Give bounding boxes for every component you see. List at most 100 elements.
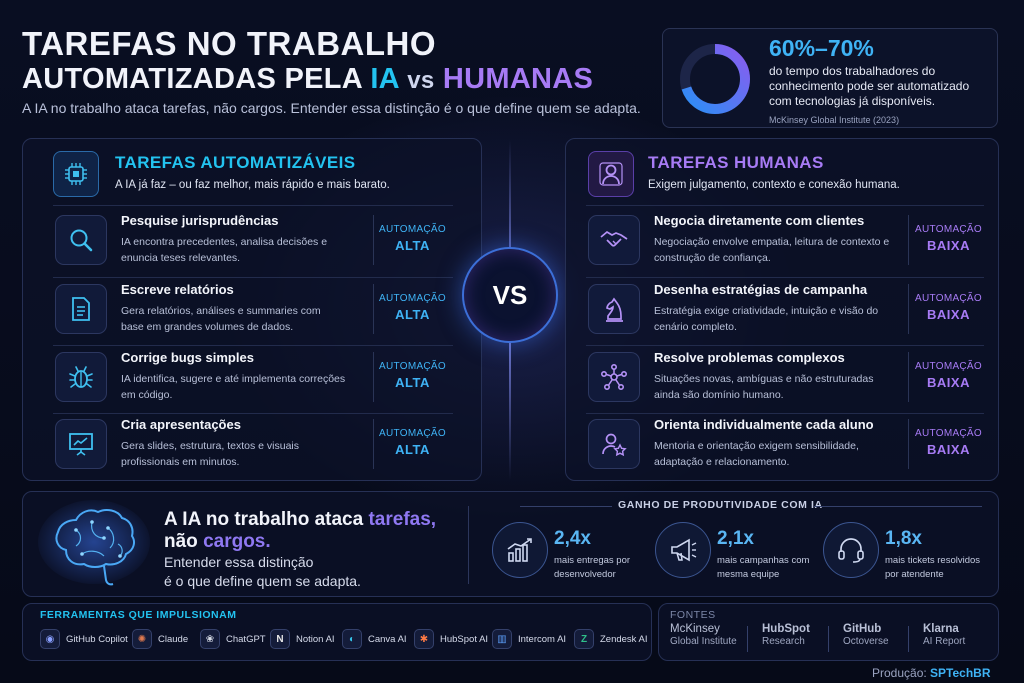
presentation-icon bbox=[55, 419, 107, 469]
task-desc: Negociação envolve empatia, leitura de c… bbox=[654, 236, 890, 264]
task-desc: IA identifica, sugere e até implementa c… bbox=[121, 373, 346, 401]
automation-level: AUTOMAÇÃO ALTA bbox=[373, 352, 451, 402]
task-desc: Situações novas, ambíguas e não estrutur… bbox=[654, 373, 874, 401]
task-row: Orienta individualmente cada aluno Mentor… bbox=[588, 413, 988, 479]
insight-headline: A IA no trabalho ataca tarefas, não cargo… bbox=[164, 509, 437, 552]
tool-name: Zendesk AI bbox=[600, 633, 648, 645]
headset-icon bbox=[823, 522, 879, 578]
task-title: Desenha estratégias de campanha bbox=[654, 282, 868, 297]
chess-knight-icon bbox=[588, 284, 640, 334]
page-title-line1: TAREFAS NO TRABALHO bbox=[22, 25, 437, 62]
automatable-panel: TAREFAS AUTOMATIZÁVEIS A IA já faz – ou … bbox=[22, 138, 482, 481]
gain-label: mais campanhas com mesma equipe bbox=[717, 555, 810, 580]
gain-rule-left bbox=[520, 506, 612, 507]
tool-item: ▥ Intercom AI bbox=[492, 628, 566, 650]
tool-name: HubSpot AI bbox=[440, 633, 489, 645]
brain-icon bbox=[38, 500, 150, 586]
tool-logo-icon: ✺ bbox=[132, 629, 152, 649]
tool-item: ✱ HubSpot AI bbox=[414, 628, 488, 650]
gain-rule-right bbox=[814, 506, 982, 507]
chip-icon bbox=[53, 151, 99, 197]
task-desc: IA encontra precedentes, analisa decisõe… bbox=[121, 236, 328, 264]
bug-icon bbox=[55, 352, 107, 402]
mentor-icon bbox=[588, 419, 640, 469]
task-desc: Gera relatórios, análises e summaries co… bbox=[121, 305, 321, 333]
task-title: Resolve problemas complexos bbox=[654, 350, 845, 365]
automation-level: AUTOMAÇÃO ALTA bbox=[373, 419, 451, 469]
source-item: McKinsey Global Institute bbox=[670, 623, 737, 647]
tool-item: N Notion AI bbox=[270, 628, 335, 650]
tool-item: ◉ GitHub Copilot bbox=[40, 628, 128, 650]
automation-level: AUTOMAÇÃO BAIXA bbox=[908, 352, 988, 402]
automation-level: AUTOMAÇÃO ALTA bbox=[373, 284, 451, 334]
task-row: Escreve relatórios Gera relatórios, análi… bbox=[55, 278, 455, 344]
gain-label: mais entregas por desenvolvedor bbox=[554, 555, 631, 580]
task-row: Negocia diretamente com clientes Negociaç… bbox=[588, 209, 988, 275]
tool-logo-icon: ▥ bbox=[492, 629, 512, 649]
donut-ring-icon bbox=[680, 44, 750, 114]
automation-level: AUTOMAÇÃO BAIXA bbox=[908, 284, 988, 334]
tool-name: ChatGPT bbox=[226, 633, 266, 645]
tool-logo-icon: ❀ bbox=[200, 629, 220, 649]
gain-value: 2,1x bbox=[717, 528, 754, 549]
tool-name: Notion AI bbox=[296, 633, 335, 645]
human-panel: TAREFAS HUMANAS Exigem julgamento, conte… bbox=[565, 138, 999, 481]
stat-card: 60%–70% do tempo dos trabalhadores do co… bbox=[662, 28, 998, 128]
page-title-line2: AUTOMATIZADAS PELA IA vs HUMANAS bbox=[22, 63, 594, 95]
task-title: Corrige bugs simples bbox=[121, 350, 254, 365]
tool-item: ◐ Canva AI bbox=[342, 628, 407, 650]
source-item: GitHub Octoverse bbox=[843, 623, 889, 647]
tool-logo-icon: ◉ bbox=[40, 629, 60, 649]
task-desc: Estratégia exige criatividade, intuição … bbox=[654, 305, 879, 333]
tool-name: Claude bbox=[158, 633, 189, 645]
tool-name: Intercom AI bbox=[518, 633, 567, 645]
tools-title: FERRAMENTAS QUE IMPULSIONAM bbox=[40, 609, 237, 621]
task-row: Cria apresentações Gera slides, estrutura… bbox=[55, 413, 455, 479]
source-item: HubSpot Research bbox=[762, 623, 810, 647]
vs-badge: VS bbox=[462, 247, 558, 343]
stat-value: 60%–70% bbox=[769, 35, 874, 61]
sources-title: FONTES bbox=[670, 609, 716, 621]
automatable-desc: A IA já faz – ou faz melhor, mais rápido… bbox=[115, 179, 390, 191]
source-item: Klarna AI Report bbox=[923, 623, 966, 647]
task-row: Corrige bugs simples IA identifica, suger… bbox=[55, 346, 455, 412]
megaphone-icon bbox=[655, 522, 711, 578]
insight-subtext: Entender essa distinção é o que define qu… bbox=[164, 554, 361, 589]
credit: Produção: SPTechBR bbox=[872, 666, 991, 680]
tool-logo-icon: N bbox=[270, 629, 290, 649]
task-row: Pesquise jurisprudências IA encontra prec… bbox=[55, 209, 455, 275]
gain-item: 1,8x mais tickets resolvidos por atenden… bbox=[823, 522, 988, 586]
tools-panel bbox=[22, 603, 652, 661]
human-title: TAREFAS HUMANAS bbox=[648, 153, 824, 172]
tool-logo-icon: Z bbox=[574, 629, 594, 649]
handshake-icon bbox=[588, 215, 640, 265]
tool-item: ❀ ChatGPT bbox=[200, 628, 266, 650]
gain-title: GANHO DE PRODUTIVIDADE COM IA bbox=[618, 499, 823, 511]
automation-level: AUTOMAÇÃO BAIXA bbox=[908, 215, 988, 265]
automation-level: AUTOMAÇÃO BAIXA bbox=[908, 419, 988, 469]
magnifier-icon bbox=[55, 215, 107, 265]
tool-item: ✺ Claude bbox=[132, 628, 188, 650]
page-subtitle: A IA no trabalho ataca tarefas, não carg… bbox=[22, 100, 641, 116]
automatable-title: TAREFAS AUTOMATIZÁVEIS bbox=[115, 153, 356, 172]
task-title: Escreve relatórios bbox=[121, 282, 234, 297]
task-title: Negocia diretamente com clientes bbox=[654, 213, 865, 228]
network-icon bbox=[588, 352, 640, 402]
task-desc: Gera slides, estrutura, textos e visuais… bbox=[121, 440, 299, 468]
task-title: Cria apresentações bbox=[121, 417, 241, 432]
tool-name: Canva AI bbox=[368, 633, 407, 645]
gain-label: mais tickets resolvidos por atendente bbox=[885, 555, 981, 580]
task-title: Pesquise jurisprudências bbox=[121, 213, 279, 228]
tool-logo-icon: ◐ bbox=[342, 629, 362, 649]
tool-name: GitHub Copilot bbox=[66, 633, 128, 645]
gain-value: 2,4x bbox=[554, 528, 591, 549]
automation-level: AUTOMAÇÃO ALTA bbox=[373, 215, 451, 265]
band-divider bbox=[468, 506, 469, 584]
gain-item: 2,1x mais campanhas com mesma equipe bbox=[655, 522, 815, 586]
task-desc: Mentoria e orientação exigem sensibilida… bbox=[654, 440, 859, 468]
stat-text: do tempo dos trabalhadores do conhecimen… bbox=[769, 64, 970, 108]
gain-value: 1,8x bbox=[885, 528, 922, 549]
human-desc: Exigem julgamento, contexto e conexão hu… bbox=[648, 179, 900, 191]
task-title: Orienta individualmente cada aluno bbox=[654, 417, 874, 432]
person-icon bbox=[588, 151, 634, 197]
